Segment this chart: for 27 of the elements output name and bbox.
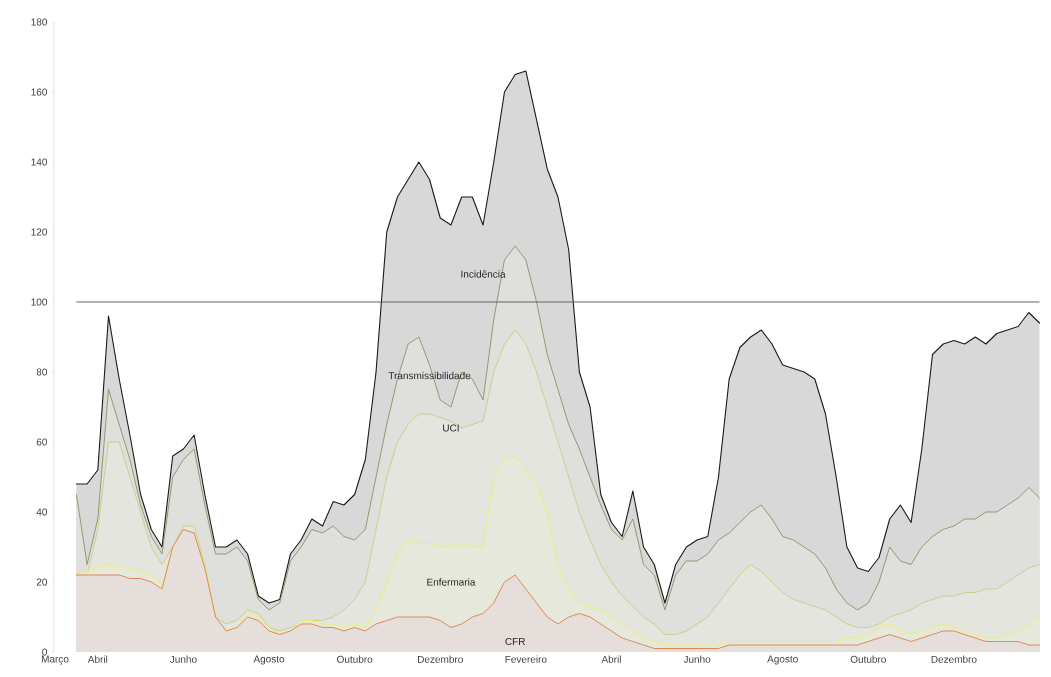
y-tick-label: 20: [36, 578, 48, 586]
y-tick-label: 60: [36, 438, 48, 446]
x-tick-label: Outubro: [850, 655, 886, 663]
x-tick-label: Junho: [169, 655, 197, 663]
x-tick-label: Agosto: [767, 655, 798, 665]
y-tick-label: 100: [31, 298, 48, 306]
y-tick-label: 40: [36, 508, 48, 516]
series-label: Incidência: [461, 270, 506, 278]
series-label: CFR: [505, 637, 525, 646]
x-tick-label: Dezembro: [418, 655, 463, 663]
x-tick-label: Outubro: [337, 655, 373, 663]
y-tick-label: 0: [42, 648, 48, 656]
y-tick-label: 180: [31, 18, 48, 26]
x-tick-label: Dezembro: [931, 655, 977, 663]
series-label: UCI: [443, 424, 459, 432]
y-tick-label: 80: [36, 368, 48, 376]
x-tick-label: Agosto: [253, 655, 285, 665]
x-tick-label: Março: [41, 655, 69, 665]
series-label: Enfermaria: [427, 578, 476, 586]
x-tick-label: Junho: [683, 655, 711, 663]
y-tick-label: 160: [31, 88, 48, 96]
y-tick-label: 120: [31, 228, 48, 236]
series-label: Transmissibilidade: [388, 371, 471, 380]
x-tick-label: Abril: [87, 655, 108, 663]
x-tick-label: Abril: [601, 655, 621, 663]
y-tick-label: 140: [31, 158, 48, 166]
x-tick-label: Fevereiro: [505, 655, 547, 663]
